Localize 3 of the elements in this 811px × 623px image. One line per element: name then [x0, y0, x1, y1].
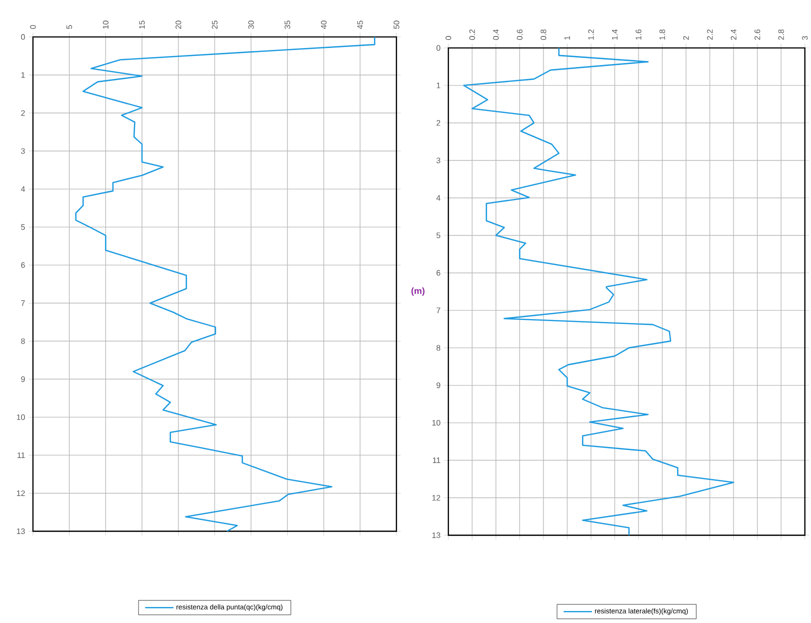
- y-axis-title: (m): [411, 287, 424, 296]
- line-series: [75, 36, 376, 532]
- line-series: [463, 47, 734, 536]
